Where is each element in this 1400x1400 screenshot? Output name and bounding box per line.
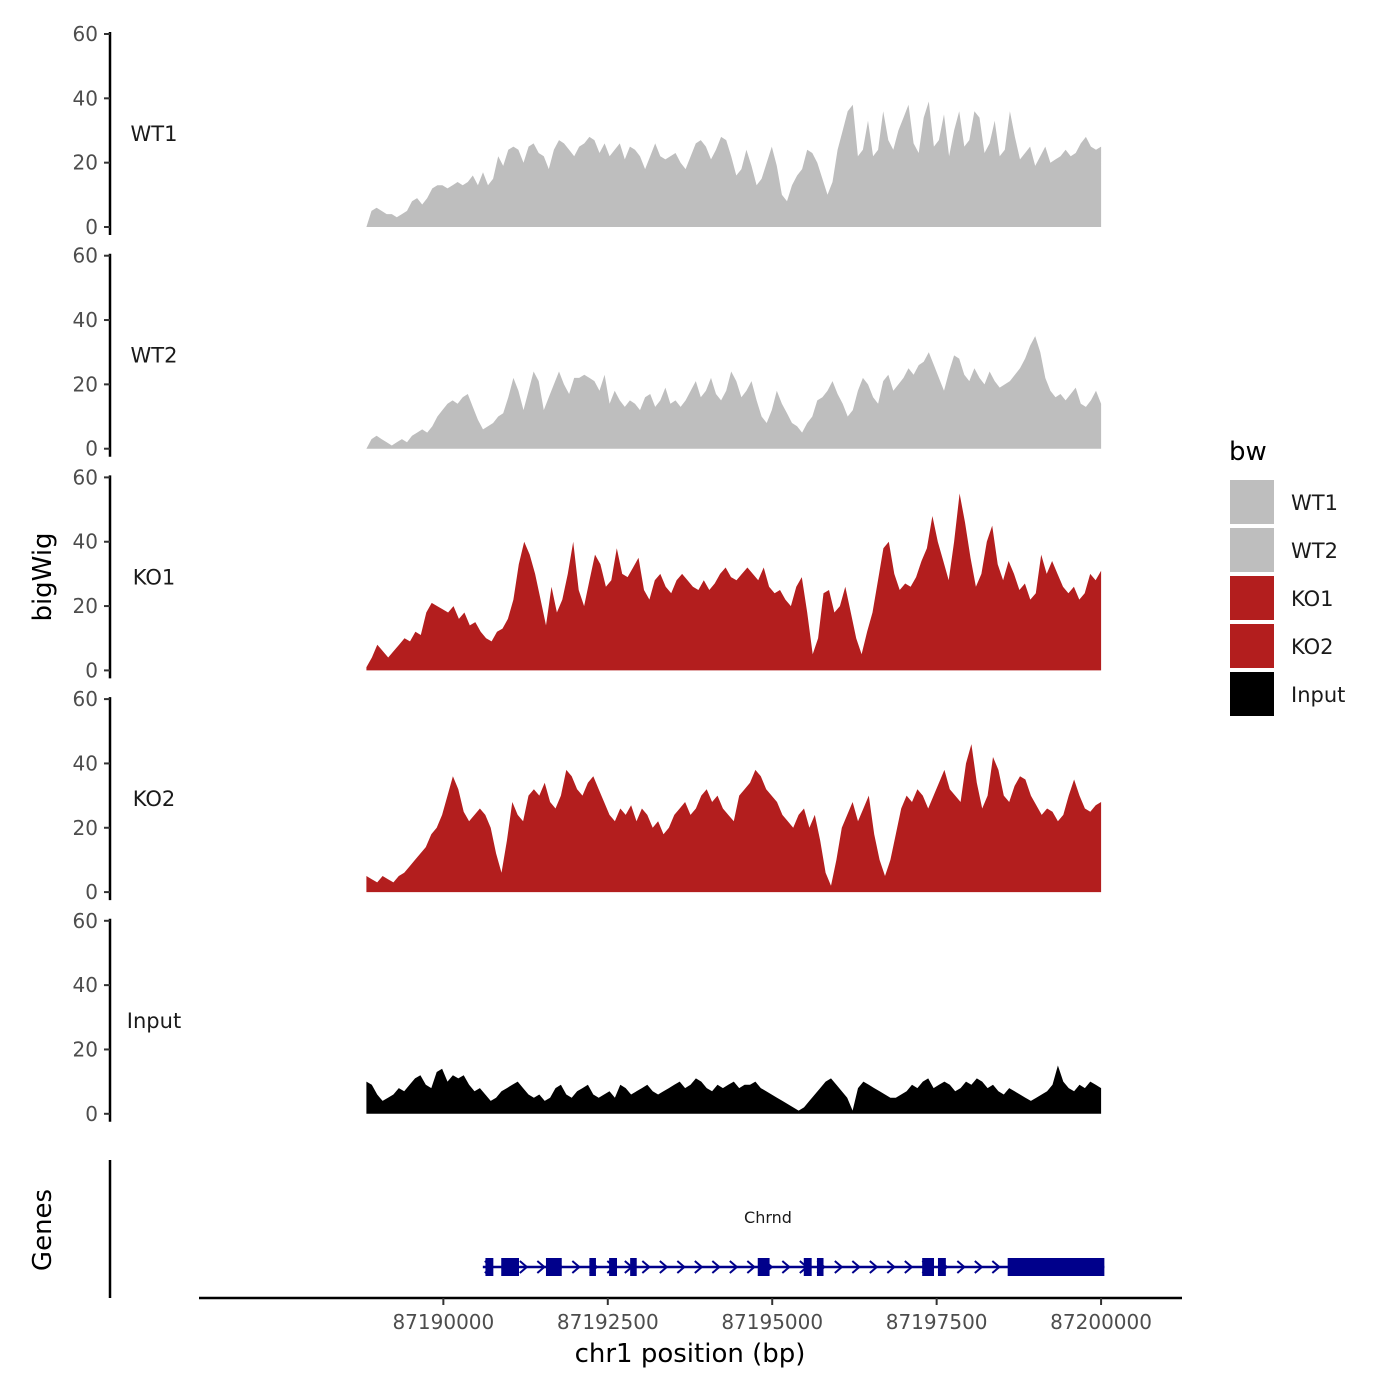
- legend-label: KO2: [1291, 635, 1334, 659]
- gene-chrnd: Chrnd: [482, 1208, 1105, 1276]
- exon: [922, 1258, 935, 1276]
- y-tick-label: 0: [85, 1102, 98, 1126]
- x-tick-label: 87190000: [392, 1310, 494, 1334]
- y-tick-label: 60: [73, 465, 98, 489]
- legend-label: WT2: [1291, 539, 1338, 563]
- track-ko2: 0 20 40 60 KO2: [73, 687, 1102, 904]
- track-label: WT1: [131, 122, 178, 146]
- exon: [485, 1258, 494, 1276]
- exon: [816, 1258, 824, 1276]
- x-axis-title: chr1 position (bp): [575, 1339, 806, 1369]
- y-tick-label: 40: [73, 530, 98, 554]
- y-tick-label: 60: [73, 687, 98, 711]
- track-label: Input: [127, 1009, 181, 1033]
- y-tick-label: 60: [73, 22, 98, 46]
- signal-tracks: 0 20 40 60 WT1 0 20 40 60 WT2 0 20 40 60 KO1 0 20 40 60 KO2…: [73, 22, 1102, 1126]
- y-axis-title: bigWig: [28, 532, 58, 621]
- area-ko2: [366, 744, 1102, 893]
- x-axis: 87190000 87192500 87195000 87197500 87200000: [199, 1296, 1182, 1334]
- exon: [757, 1258, 770, 1276]
- y-tick-label: 20: [73, 1037, 98, 1061]
- y-tick-label: 20: [73, 594, 98, 618]
- legend-title: bw: [1229, 437, 1267, 467]
- x-tick-label: 87197500: [886, 1310, 988, 1334]
- y-tick-label: 40: [73, 308, 98, 332]
- y-tick-label: 0: [85, 880, 98, 904]
- legend-entry-wt1: WT1: [1230, 480, 1338, 524]
- y-tick-label: 60: [73, 909, 98, 933]
- legend-entry-ko1: KO1: [1230, 576, 1334, 620]
- x-tick-label: 87195000: [721, 1310, 823, 1334]
- track-label: WT2: [131, 344, 178, 368]
- strand-arrow: [659, 1260, 669, 1274]
- strand-arrow: [781, 1260, 791, 1274]
- x-tick-label: 87192500: [557, 1310, 659, 1334]
- y-tick-label: 20: [73, 372, 98, 396]
- legend-label: WT1: [1291, 491, 1338, 515]
- strand-arrow: [729, 1260, 739, 1274]
- exon: [803, 1258, 812, 1276]
- strand-arrow: [711, 1260, 721, 1274]
- exon: [1007, 1258, 1105, 1276]
- area-ko1: [366, 493, 1102, 671]
- track-wt2: 0 20 40 60 WT2: [73, 244, 1102, 461]
- y-tick-label: 20: [73, 816, 98, 840]
- y-tick-label: 20: [73, 151, 98, 175]
- track-ko1: 0 20 40 60 KO1: [73, 465, 1102, 682]
- legend-entry-ko2: KO2: [1230, 624, 1334, 668]
- track-wt1: 0 20 40 60 WT1: [73, 22, 1102, 239]
- strand-arrow: [869, 1260, 879, 1274]
- x-tick-label: 87200000: [1050, 1310, 1152, 1334]
- strand-arrow: [571, 1260, 581, 1274]
- legend-swatch: [1230, 624, 1274, 668]
- strand-arrow: [519, 1260, 529, 1274]
- exon: [589, 1258, 596, 1276]
- track-label: KO2: [133, 787, 176, 811]
- strand-arrow: [956, 1260, 966, 1274]
- y-tick-label: 0: [85, 437, 98, 461]
- exon: [545, 1258, 562, 1276]
- exon: [609, 1258, 617, 1276]
- genes-axis-title: Genes: [28, 1189, 58, 1271]
- legend-swatch: [1230, 480, 1274, 524]
- strand-arrow: [746, 1260, 756, 1274]
- legend-swatch: [1230, 576, 1274, 620]
- area-wt1: [366, 101, 1102, 227]
- y-tick-label: 40: [73, 973, 98, 997]
- strand-arrow: [974, 1260, 984, 1274]
- strand-arrow: [991, 1260, 1001, 1274]
- y-tick-label: 40: [73, 86, 98, 110]
- exon: [630, 1258, 637, 1276]
- legend-label: Input: [1291, 683, 1345, 707]
- exon: [501, 1258, 519, 1276]
- y-tick-label: 60: [73, 244, 98, 268]
- exon: [937, 1258, 946, 1276]
- y-tick-label: 0: [85, 658, 98, 682]
- legend-entry-wt2: WT2: [1230, 528, 1338, 572]
- area-input: [366, 1065, 1102, 1114]
- strand-arrow: [676, 1260, 686, 1274]
- strand-arrow: [886, 1260, 896, 1274]
- strand-arrow: [904, 1260, 914, 1274]
- legend-swatch: [1230, 528, 1274, 572]
- gene-name-label: Chrnd: [744, 1208, 792, 1227]
- legend-swatch: [1230, 672, 1274, 716]
- strand-arrow: [694, 1260, 704, 1274]
- y-tick-label: 40: [73, 751, 98, 775]
- legend: bw WT1 WT2 KO1 KO2 Input: [1229, 437, 1345, 716]
- genes-panel: Chrnd: [108, 1160, 1105, 1298]
- y-tick-label: 0: [85, 215, 98, 239]
- area-wt2: [366, 336, 1102, 449]
- track-input: 0 20 40 60 Input: [73, 909, 1102, 1126]
- legend-entry-input: Input: [1230, 672, 1345, 716]
- strand-arrow: [851, 1260, 861, 1274]
- legend-label: KO1: [1291, 587, 1334, 611]
- strand-arrow: [536, 1260, 546, 1274]
- strand-arrow: [641, 1260, 651, 1274]
- track-label: KO1: [133, 565, 176, 589]
- strand-arrow: [834, 1260, 844, 1274]
